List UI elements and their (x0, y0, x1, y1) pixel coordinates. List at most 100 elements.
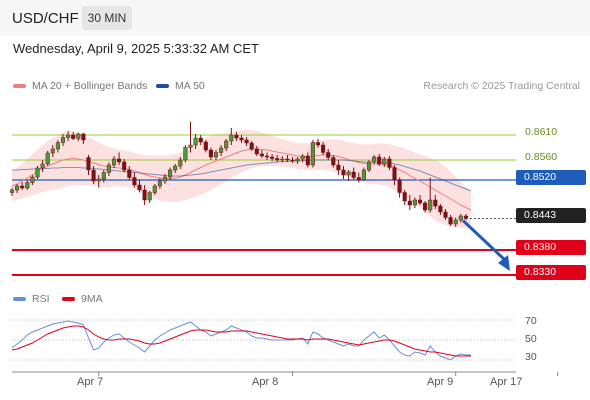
rsi-legend: RSI (13, 293, 50, 305)
candle-body (310, 142, 315, 166)
candle-body (351, 171, 356, 178)
candle-body (96, 178, 101, 182)
candle-body (453, 219, 458, 225)
candle-body (407, 200, 412, 206)
candle-body (66, 134, 71, 138)
candle-body (402, 192, 407, 202)
rsi-swatch (13, 297, 26, 302)
bollinger-bands (12, 130, 471, 229)
candle-body (326, 152, 331, 158)
rsi-line (11, 320, 471, 361)
rsi-ma-legend-label: 9MA (81, 293, 103, 305)
candle-body (295, 158, 300, 162)
candle-body (392, 167, 397, 181)
candle-body (244, 139, 249, 144)
candle-body (203, 141, 208, 151)
x-tick-apr9: Apr 9 (427, 376, 454, 388)
x-tick-apr8: Apr 8 (252, 376, 279, 388)
interval-button[interactable]: 30 MIN (82, 6, 132, 30)
candle-body (300, 155, 305, 160)
candle-body (438, 205, 443, 213)
candle-body (55, 142, 60, 150)
candle-body (81, 133, 86, 141)
candle-body (290, 159, 295, 162)
candle-body (423, 202, 428, 211)
s2-tag: 0.8330 (516, 265, 586, 280)
candle-body (137, 184, 142, 191)
s1-tag: 0.8380 (516, 240, 586, 255)
candle-body (157, 180, 162, 187)
projection-arrow (461, 219, 510, 271)
candle-body (372, 156, 377, 163)
current-price-tag: 0.8443 (516, 208, 586, 223)
candle-body (224, 140, 229, 149)
r2-label: 0.8610 (525, 126, 558, 138)
candle-body (86, 157, 91, 171)
candle-body (229, 134, 234, 142)
candle-body (132, 177, 137, 186)
candle-body (45, 152, 50, 165)
candle-body (101, 172, 106, 180)
rsi-legend-label: RSI (32, 293, 50, 305)
rsi-tick-30: 30 (525, 351, 537, 363)
ma50-legend: MA 50 (156, 80, 205, 92)
candle-body (341, 169, 346, 176)
candle-body (387, 158, 392, 168)
x-axis (12, 371, 559, 376)
candle-body (275, 158, 280, 161)
candle-body (152, 185, 157, 193)
rsi-tick-50: 50 (525, 333, 537, 345)
candle-body (397, 179, 402, 193)
candle-body (458, 215, 463, 221)
candle-body (331, 157, 336, 166)
ma50-legend-label: MA 50 (175, 80, 205, 92)
candles (9, 122, 468, 227)
candle-body (142, 189, 147, 201)
candle-body (173, 165, 178, 171)
candle-body (30, 176, 35, 183)
candle-body (168, 169, 173, 178)
candle-body (428, 199, 433, 211)
rsi-ma-swatch (62, 297, 75, 302)
candle-body (9, 189, 15, 193)
candle-body (417, 199, 423, 204)
candle-body (208, 149, 213, 158)
candle-body (106, 164, 111, 173)
candle-body (249, 142, 254, 150)
x-tick-apr7: Apr 7 (77, 376, 104, 388)
candle-body (285, 158, 290, 161)
candle-body (270, 156, 275, 159)
credit-label: Research © 2025 Trading Central (423, 80, 580, 92)
candle-body (234, 134, 239, 139)
pivot-tag: 0.8520 (516, 170, 586, 185)
candle-body (183, 147, 188, 161)
candle-body (321, 144, 326, 153)
rsi-ma-legend: 9MA (62, 293, 103, 305)
candle-body (448, 217, 453, 225)
candle-body (280, 158, 285, 161)
rsi-tick-70: 70 (525, 315, 537, 327)
top-bar: USD/CHF 30 MIN (0, 0, 590, 36)
x-tick-apr17: Apr 17 (490, 376, 523, 388)
candle-body (147, 192, 152, 201)
candle-body (346, 171, 351, 176)
candle-body (188, 144, 193, 148)
symbol-title: USD/CHF (12, 10, 79, 27)
candle-body (50, 148, 55, 154)
candle-body (71, 134, 76, 139)
candle-body (20, 185, 25, 189)
candle-body (239, 137, 244, 141)
candle-body (60, 137, 66, 143)
candle-body (336, 164, 341, 171)
candle-body (219, 147, 224, 153)
candle-body (117, 158, 122, 163)
candle-body (178, 159, 183, 167)
candle-body (443, 211, 448, 218)
candle-body (35, 167, 40, 178)
level-lines (12, 134, 516, 276)
rsi-panel (11, 319, 516, 361)
candle-body (91, 169, 96, 182)
ma20-swatch (13, 84, 26, 89)
ma20-legend: MA 20 + Bollinger Bands (13, 80, 147, 92)
candle-body (433, 199, 438, 207)
